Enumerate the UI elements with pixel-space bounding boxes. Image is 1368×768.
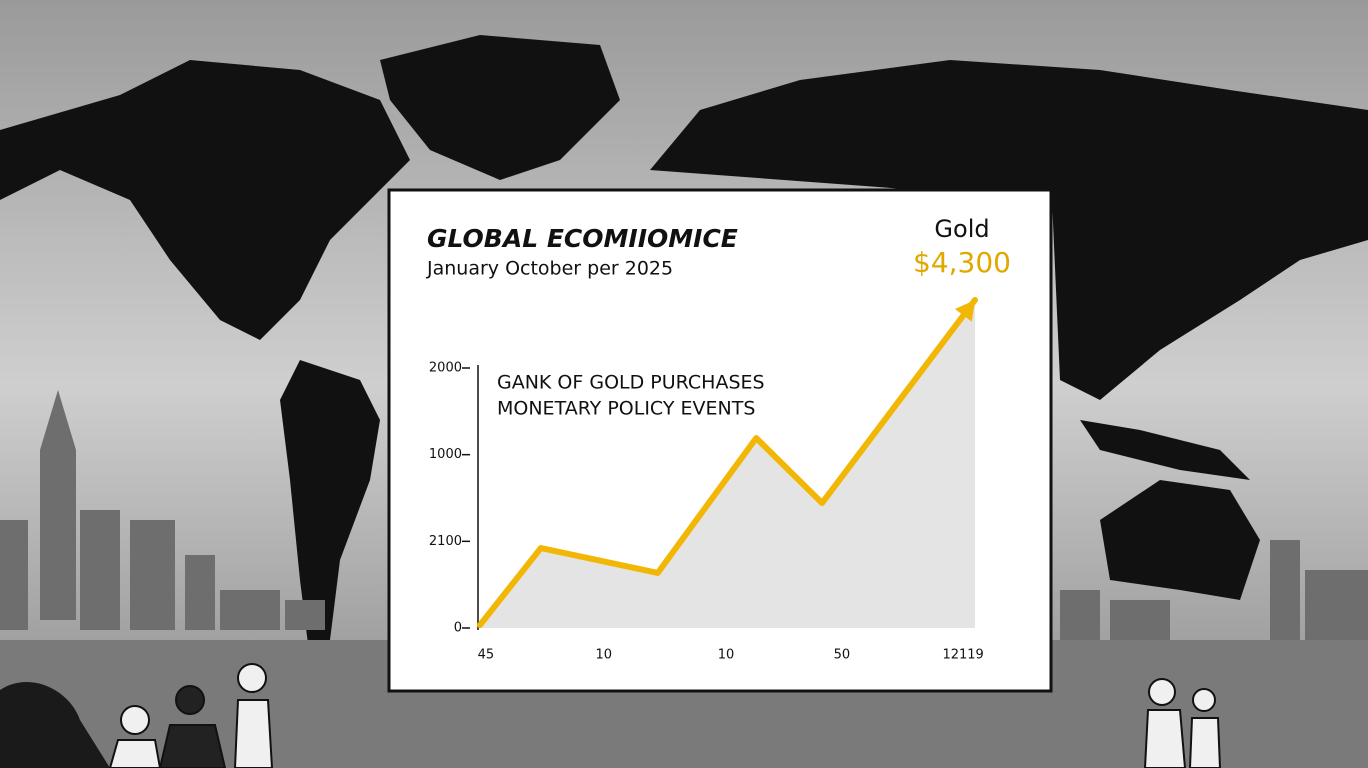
callout-value: $4,300 <box>913 246 1011 279</box>
annotation: MONETARY POLICY EVENTS <box>497 398 755 420</box>
x-tick-label: 45 <box>478 648 495 663</box>
chart-subtitle: January October per 2025 <box>426 258 673 280</box>
y-tick-label: 0 <box>454 621 462 636</box>
foliage <box>0 681 110 768</box>
x-tick-label: 10 <box>595 648 612 663</box>
area <box>480 299 975 628</box>
line <box>477 296 978 628</box>
x-tick-label: 12119 <box>942 648 983 663</box>
x-tick-label: 50 <box>834 648 851 663</box>
skyline <box>0 390 1368 640</box>
x-tick-label: 10 <box>718 648 735 663</box>
y-tick-label: 2000 <box>429 361 462 376</box>
callout-label: Gold <box>934 215 989 243</box>
annotation: GANK OF GOLD PURCHASES <box>497 372 765 394</box>
arrowhead <box>954 299 975 322</box>
chart-title: GLOBAL ECOMIIOMICE <box>427 224 738 253</box>
people <box>108 663 1222 768</box>
y-tick-label: 2100 <box>429 534 462 549</box>
world-map <box>0 35 1368 660</box>
y-tick-label: 1000 <box>429 447 462 462</box>
